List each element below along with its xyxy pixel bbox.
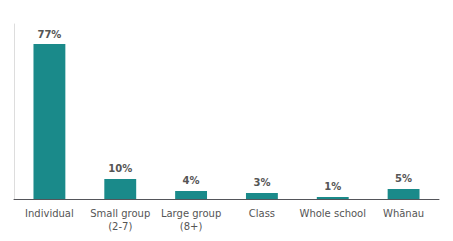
svg-text:Whānau: Whānau — [383, 208, 424, 219]
svg-text:Individual: Individual — [25, 208, 74, 219]
svg-text:77%: 77% — [37, 29, 61, 40]
svg-text:Whole school: Whole school — [299, 208, 366, 219]
svg-text:(8+): (8+) — [180, 221, 203, 232]
svg-text:4%: 4% — [183, 175, 200, 186]
svg-text:Class: Class — [249, 208, 275, 219]
svg-text:Small group: Small group — [90, 208, 150, 219]
svg-text:3%: 3% — [253, 177, 270, 188]
svg-text:5%: 5% — [395, 173, 412, 184]
svg-text:(2-7): (2-7) — [108, 221, 132, 232]
svg-text:10%: 10% — [108, 163, 132, 174]
svg-text:Large group: Large group — [161, 208, 221, 219]
svg-text:1%: 1% — [324, 181, 341, 192]
